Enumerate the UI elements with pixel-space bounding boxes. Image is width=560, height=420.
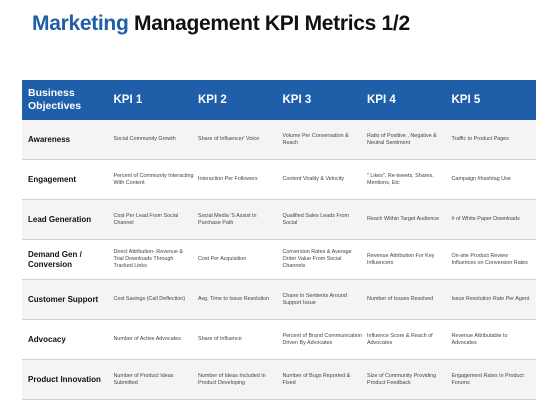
header-business-objectives: Business Objectives xyxy=(28,87,82,112)
header-kpi-1: KPI 1 xyxy=(113,94,143,106)
header-kpi-3: KPI 3 xyxy=(282,94,312,106)
row-label: Lead Generation xyxy=(28,214,92,224)
table-cell: Reach Within Target Audience xyxy=(366,216,440,223)
table-cell: Social Media 'S Assist In Purchase Path xyxy=(197,212,257,226)
table-cell: Number of Product Ideas Submitted xyxy=(113,372,174,386)
table-cell: Influence Score & Reach of Advocates xyxy=(366,332,433,346)
table-cell: Traffic to Product Pages xyxy=(451,136,509,143)
table-row: Product Innovation Number of Product Ide… xyxy=(22,360,536,400)
table-cell: " Likes", Re-tweets, Shares, Mentions, E… xyxy=(366,172,434,186)
table-row: Demand Gen / Conversion Direct Attributi… xyxy=(22,240,536,280)
table-cell: Volume Per Conversation & Reach xyxy=(282,132,349,146)
table-cell: Chane In Sentients Around Support Issue xyxy=(282,292,347,306)
table-cell: Ratio of Positive , Negative & Neutral S… xyxy=(366,132,437,146)
table-cell: Number of Active Advocates xyxy=(113,336,181,343)
table-cell: Campaign #hashtag Use xyxy=(451,176,511,183)
table-cell: Avg. Time to Issue Resolution xyxy=(197,296,270,303)
table-cell: # of White Paper Downloads xyxy=(451,216,520,223)
table-row: Advocacy Number of Active Advocates Shar… xyxy=(22,320,536,360)
kpi-table: Business Objectives KPI 1 KPI 2 KPI 3 KP… xyxy=(22,80,536,400)
table-cell: Issue Resolution Rate Per Agent xyxy=(451,296,530,303)
table-cell: Number of Bugs Reported & Fixed xyxy=(282,372,351,386)
page-title: Marketing Management KPI Metrics 1/2 xyxy=(32,12,410,36)
page-title-rest: Management KPI Metrics 1/2 xyxy=(128,12,410,35)
table-cell: Direct Attribution- Revenue & Trial Down… xyxy=(113,249,183,269)
table-cell: Cost Savings (Call Deflection) xyxy=(113,296,186,303)
row-label: Customer Support xyxy=(28,294,99,304)
row-label: Advocacy xyxy=(28,334,66,344)
table-cell: Share of Influencer' Voice xyxy=(197,136,260,143)
table-cell: On-site Product Review Influences on Con… xyxy=(451,252,528,266)
table-cell: Size of Community Providing Product Feed… xyxy=(366,372,437,386)
row-label: Product Innovation xyxy=(28,374,101,384)
header-kpi-5: KPI 5 xyxy=(451,94,481,106)
table-cell: Qualified Sales Leads From Social xyxy=(282,212,349,226)
table-row: Lead Generation Cost Per Lead From Socia… xyxy=(22,200,536,240)
table-cell: Revenue Attribution For Key Influencers xyxy=(366,252,435,266)
table-row: Awareness Social Community Growth Share … xyxy=(22,120,536,160)
row-label: Awareness xyxy=(28,134,71,144)
table-cell: Revenue Attributable to Advocates xyxy=(451,332,508,346)
header-kpi-2: KPI 2 xyxy=(198,94,227,106)
table-cell: Percent of Community Interacting With Co… xyxy=(113,172,194,186)
table-body: Awareness Social Community Growth Share … xyxy=(22,120,536,400)
table-row: Customer Support Cost Savings (Call Defl… xyxy=(22,280,536,320)
header-kpi-4: KPI 4 xyxy=(367,94,396,106)
table-cell: Share of Influence xyxy=(197,336,242,343)
row-label: Engagement xyxy=(28,174,77,184)
table-cell: Social Community Growth xyxy=(113,136,176,143)
row-label: Demand Gen / Conversion xyxy=(28,249,82,269)
table-row: Engagement Percent of Community Interact… xyxy=(22,160,536,200)
table-cell: Cost Per Lead From Social Channel xyxy=(113,212,179,226)
table-cell: Cost Per Acquisition xyxy=(197,256,247,263)
table-cell: Conversion Rates & Average Order Value F… xyxy=(282,249,352,269)
table-cell: Percent of Brand Communication Driven By… xyxy=(282,332,362,346)
page-title-accent: Marketing xyxy=(32,12,129,35)
table-cell: Content Virality & Velocity xyxy=(282,176,345,183)
table-header: Business Objectives KPI 1 KPI 2 KPI 3 KP… xyxy=(22,80,536,120)
table-cell: Number of Issues Resolved xyxy=(366,296,434,303)
table-cell: Engagement Rates In Product Forums xyxy=(451,372,524,386)
table-cell: Interaction Per Followers xyxy=(197,176,258,183)
table-cell: Number of Ideas Included In Product Deve… xyxy=(197,372,266,386)
